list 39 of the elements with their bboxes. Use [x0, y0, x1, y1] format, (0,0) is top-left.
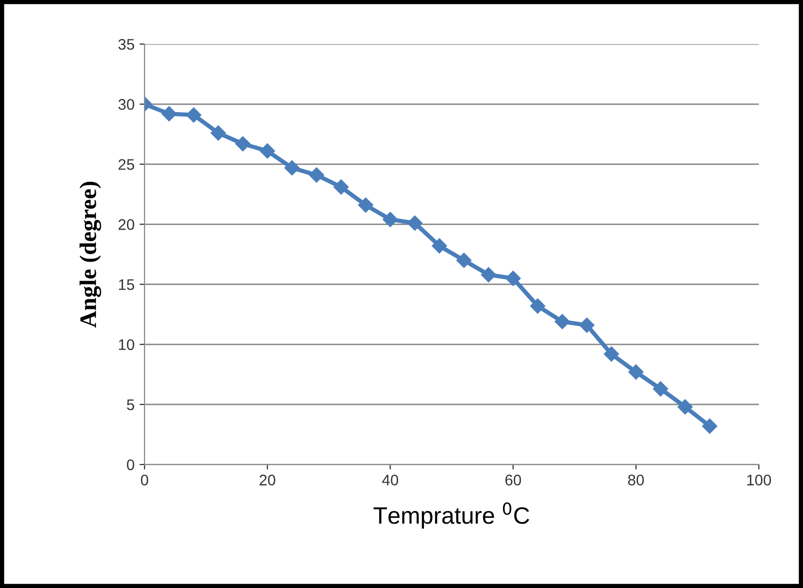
y-tick-label: 5 — [126, 399, 134, 410]
point — [652, 381, 668, 396]
point — [162, 106, 177, 122]
point — [210, 125, 226, 141]
x-tick-label: 60 — [505, 474, 522, 486]
x-tick-label: 20 — [260, 474, 276, 486]
point — [628, 364, 644, 380]
y-tick-label: 10 — [118, 339, 134, 350]
point — [480, 267, 496, 282]
point — [260, 143, 275, 159]
point — [432, 238, 447, 254]
y-tick-label: 30 — [118, 99, 134, 110]
point — [235, 136, 250, 152]
y-tick-label: 25 — [118, 159, 134, 170]
point — [334, 179, 349, 195]
y-tick-label: 35 — [118, 38, 134, 50]
x-tick-label: 80 — [628, 474, 644, 486]
point — [604, 346, 619, 362]
x-tick-label: 0 — [140, 474, 148, 486]
point — [284, 160, 300, 176]
x-tick-label: 100 — [747, 474, 771, 486]
point — [186, 107, 202, 123]
x-axis-title: Temprature $^{0}$C — [374, 502, 530, 529]
point — [506, 270, 521, 286]
point — [678, 399, 693, 414]
point — [382, 212, 398, 228]
y-tick-label: 20 — [118, 219, 134, 230]
point — [407, 216, 422, 231]
point — [308, 167, 324, 183]
y-axis-title: Angle (degree) — [80, 182, 102, 328]
x-tick-label: 40 — [382, 474, 398, 486]
y-tick-label: 0 — [126, 459, 134, 470]
point — [456, 252, 472, 268]
point — [702, 418, 718, 434]
point — [358, 197, 374, 213]
point — [530, 298, 546, 314]
point — [554, 314, 570, 330]
point — [579, 318, 594, 333]
y-tick-label: 15 — [118, 279, 134, 290]
